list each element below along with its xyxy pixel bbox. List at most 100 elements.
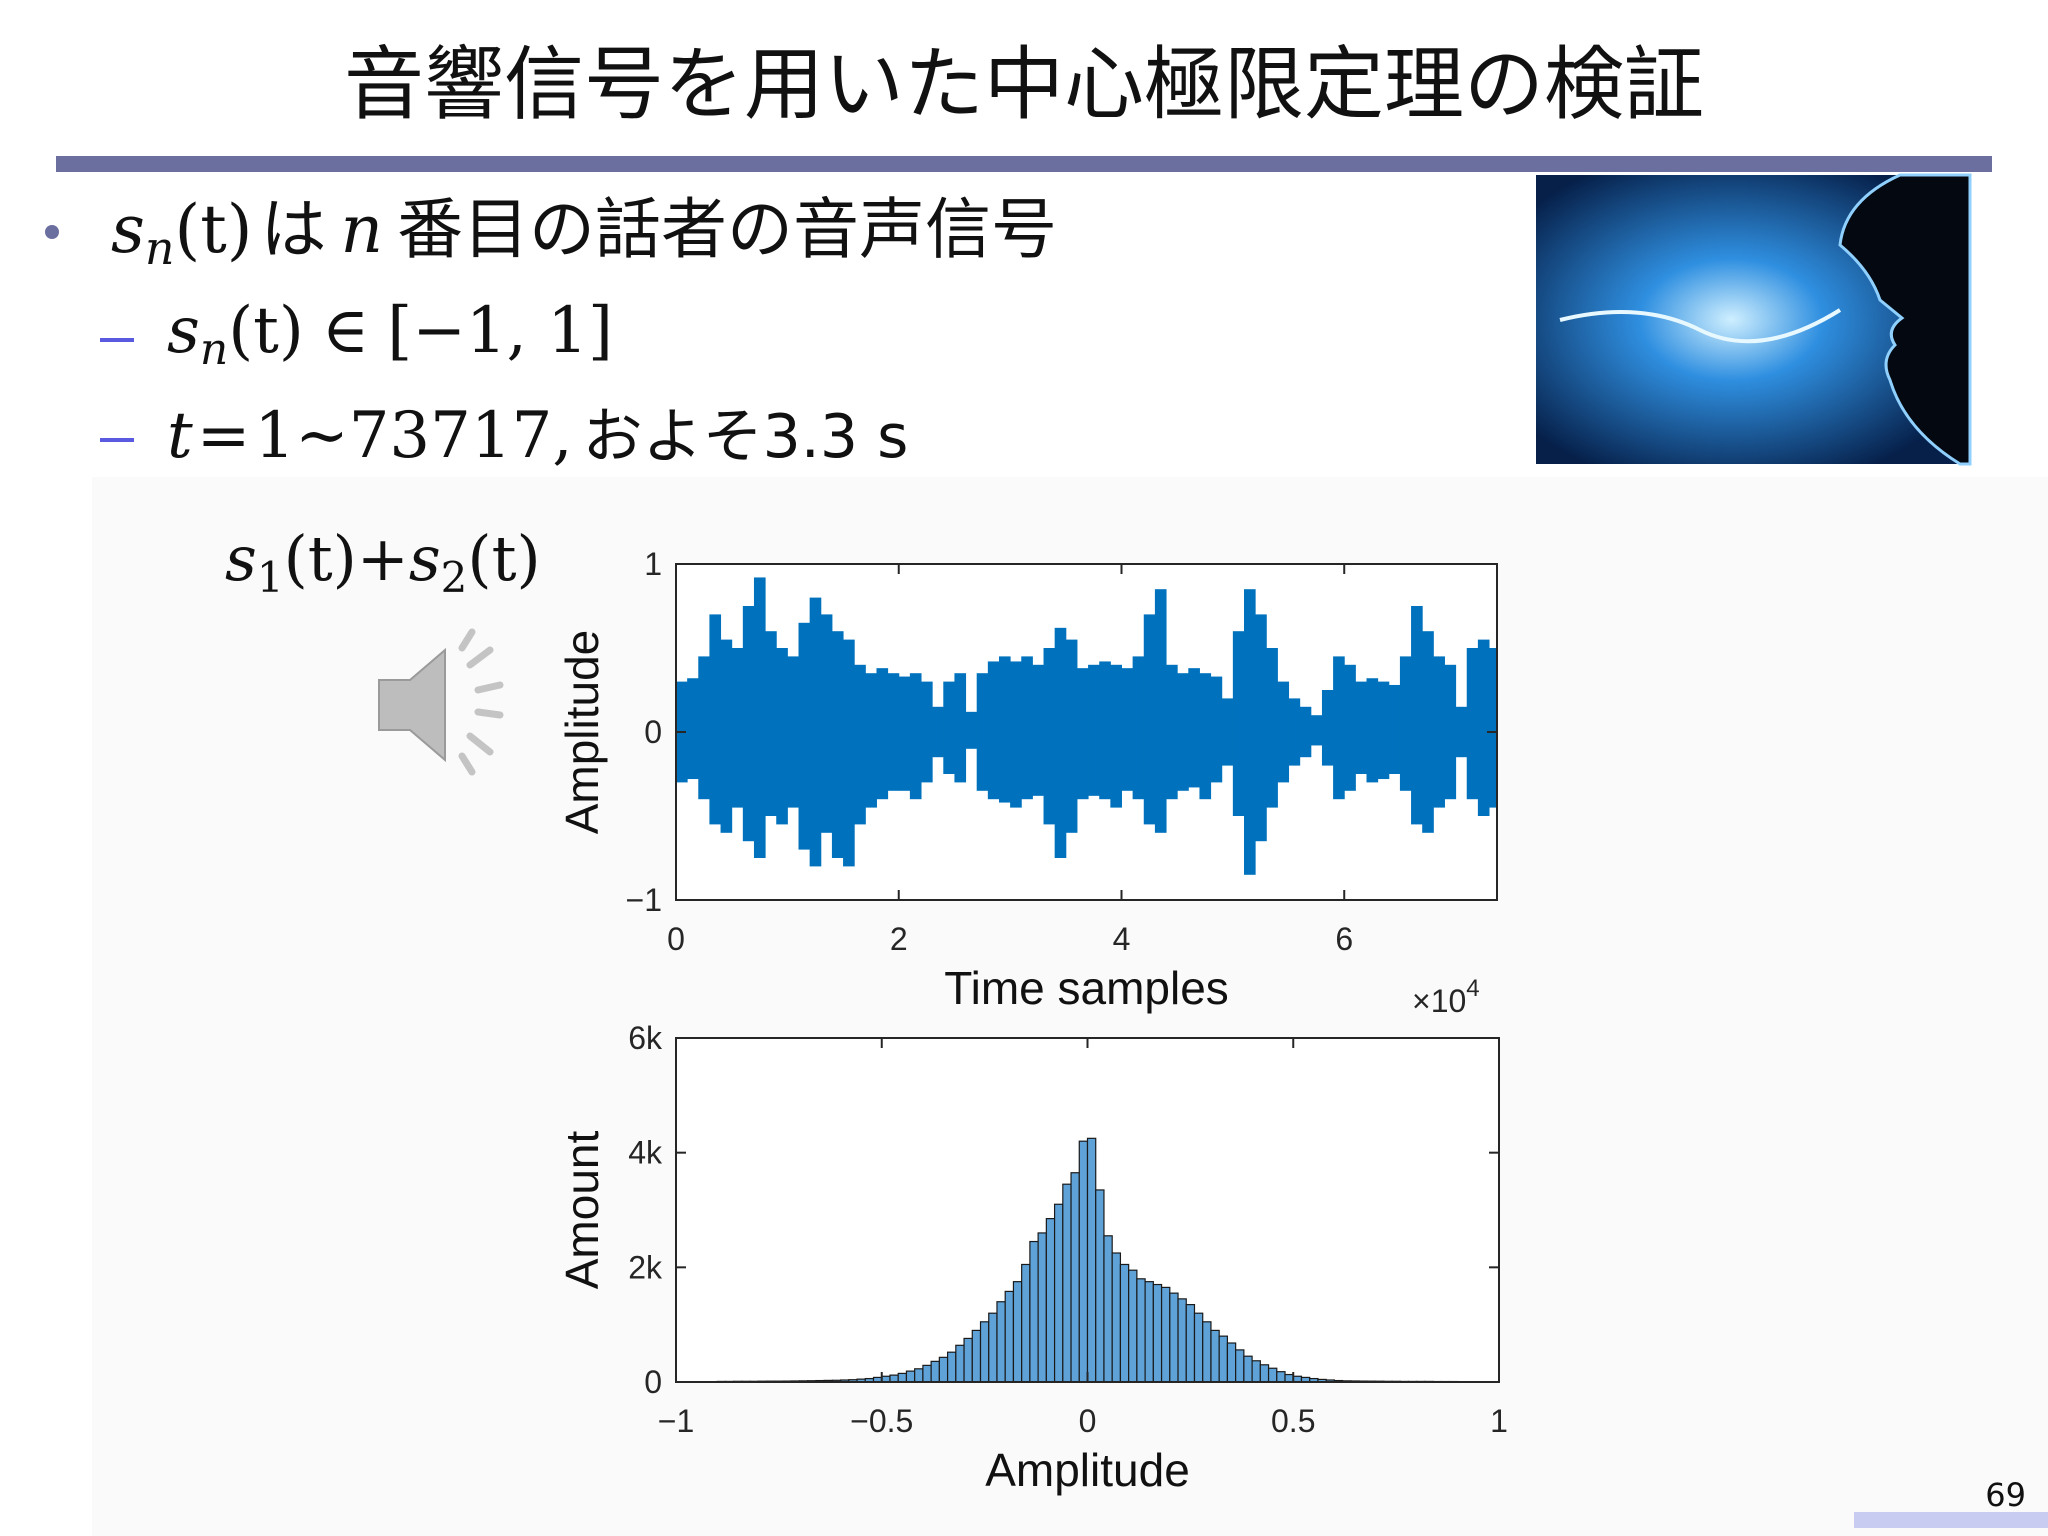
waveform-segment xyxy=(698,656,710,800)
math: ∈ xyxy=(322,294,369,368)
waveform-segment xyxy=(1321,690,1334,766)
math: 1∼73717, xyxy=(254,399,572,473)
histogram-bar xyxy=(1078,1140,1089,1383)
x-tick-label: 2 xyxy=(890,921,908,957)
waveform-segment xyxy=(1288,698,1301,766)
multiplier-exponent: 4 xyxy=(1466,975,1479,1002)
text: 番目の話者の音声信号 xyxy=(397,191,1057,268)
waveform-segment xyxy=(1188,668,1200,788)
waveform-segment xyxy=(787,656,800,808)
y-tick-label: 0 xyxy=(644,714,662,750)
waveform-segment xyxy=(1477,639,1490,816)
histogram-bar xyxy=(1160,1286,1171,1383)
math: t xyxy=(167,399,193,473)
histogram-bar xyxy=(1226,1342,1237,1383)
waveform-segment xyxy=(776,648,788,825)
multiplier-base: ×10 xyxy=(1412,983,1466,1019)
x-tick-label: 0.5 xyxy=(1271,1403,1315,1439)
histogram-bar xyxy=(922,1364,932,1383)
waveform-segment xyxy=(998,656,1011,803)
waveform-segment xyxy=(876,668,889,800)
sum-label: s1(t)+s2(t) xyxy=(225,522,541,602)
waveform-segment xyxy=(1489,648,1498,808)
waveform-segment xyxy=(798,622,811,850)
math: n xyxy=(341,191,384,268)
histogram-bar xyxy=(1037,1232,1047,1383)
math: 2 xyxy=(441,553,468,602)
math: s xyxy=(167,294,200,368)
histogram-bar xyxy=(1053,1203,1064,1383)
footer-bar xyxy=(1854,1512,2048,1528)
waveform-segment xyxy=(887,673,900,791)
histogram-bar xyxy=(1095,1189,1105,1383)
histogram-bar xyxy=(1218,1335,1229,1383)
waveform-segment xyxy=(1054,627,1067,858)
waveform-segment xyxy=(898,676,911,791)
histogram-bar xyxy=(1267,1367,1278,1383)
waveform-segment xyxy=(1010,661,1022,808)
histogram-bar xyxy=(1062,1183,1072,1383)
waveform-segment xyxy=(1344,664,1356,791)
histogram-bar xyxy=(996,1301,1006,1383)
waveform-segment xyxy=(987,661,1000,800)
waveform-segment xyxy=(976,673,989,791)
waveform-segment xyxy=(742,606,755,842)
x-multiplier: ×104 xyxy=(1412,975,1480,1019)
waveform-segment xyxy=(709,614,722,825)
histogram-bar xyxy=(938,1356,949,1383)
waveform-segment xyxy=(1388,684,1401,774)
histogram-bar xyxy=(914,1368,924,1383)
waveform-segment xyxy=(1433,656,1445,808)
histogram-bar xyxy=(1128,1269,1138,1383)
waveform-segment xyxy=(809,597,822,867)
math: (t) xyxy=(284,522,357,595)
bullet-1: sn(t) は n 番目の話者の音声信号 xyxy=(111,191,1057,275)
histogram-bar xyxy=(1210,1329,1220,1383)
histogram-bar xyxy=(1169,1292,1179,1383)
waveform-segment xyxy=(1232,631,1245,816)
histogram-bar xyxy=(946,1351,957,1383)
waveform-segment xyxy=(1132,656,1145,800)
waveform-segment xyxy=(1032,664,1045,796)
histogram-bar xyxy=(955,1344,965,1383)
waveform-segment xyxy=(843,639,855,867)
image-wave xyxy=(1559,308,1842,344)
histogram-bar xyxy=(1251,1360,1261,1383)
x-tick-label: −1 xyxy=(658,1403,694,1439)
histogram-bar xyxy=(1045,1217,1056,1383)
math: 1 xyxy=(257,553,284,602)
waveform-segment xyxy=(965,711,978,749)
histogram-bar xyxy=(1012,1281,1023,1383)
image-face xyxy=(1838,173,1972,466)
waveform-segment xyxy=(1199,673,1212,800)
speaker-icon xyxy=(378,628,504,776)
histogram-bar xyxy=(1202,1321,1212,1383)
histogram-bar xyxy=(1004,1290,1015,1383)
histogram-bar xyxy=(988,1312,998,1383)
waveform-segment xyxy=(1021,656,1033,800)
y-axis-label: Amplitude xyxy=(556,630,608,835)
histogram-bar xyxy=(1029,1240,1039,1383)
waveform-segment xyxy=(1143,614,1156,825)
histogram-bar xyxy=(979,1321,990,1383)
y-tick-label: 1 xyxy=(644,546,662,582)
waveform-segment xyxy=(820,614,833,833)
histogram-bar xyxy=(1111,1252,1122,1383)
waveform-segment xyxy=(765,631,777,816)
histogram-bar xyxy=(1259,1364,1270,1383)
histogram-bar xyxy=(1193,1312,1204,1383)
histogram-bar xyxy=(1144,1281,1154,1383)
waveform-segment xyxy=(1110,664,1122,808)
waveform-segment xyxy=(1088,664,1100,796)
waveform-segment xyxy=(1455,706,1468,758)
waveform-segment xyxy=(1333,656,1345,800)
waveform-segment xyxy=(1255,614,1267,842)
waveform-segment xyxy=(831,631,844,858)
math: + xyxy=(357,522,409,595)
waveform-segment xyxy=(1043,648,1056,825)
x-tick-label: 4 xyxy=(1113,921,1131,957)
bullet-dot xyxy=(45,225,59,239)
histogram-bar xyxy=(889,1374,899,1383)
y-tick-label: 0 xyxy=(644,1364,662,1400)
histogram-bar xyxy=(963,1337,973,1383)
